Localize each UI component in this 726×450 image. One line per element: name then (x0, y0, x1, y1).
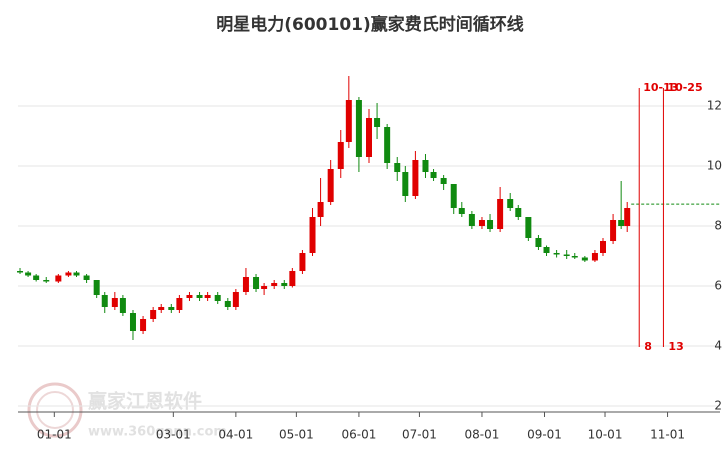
candle-body (618, 220, 625, 226)
watermark: 赢家江恩软件 www.360gann.com (27, 382, 227, 440)
candle-body (93, 280, 100, 295)
candle-body (261, 286, 268, 289)
candle-body (327, 169, 334, 202)
x-tick-label: 06-01 (341, 428, 376, 442)
candle-body (487, 220, 494, 229)
candle-body (610, 220, 617, 241)
candle-body (553, 253, 560, 255)
candle-body (309, 217, 316, 253)
candle-body (422, 160, 429, 172)
candle-body (535, 238, 542, 247)
cycle-count-label: 8 (644, 340, 652, 353)
candle-body (591, 253, 598, 261)
candle-body (402, 172, 409, 196)
candle-body (196, 295, 203, 298)
candle-body (440, 178, 447, 184)
y-tick-label: 2 (714, 399, 722, 413)
candle-body (176, 298, 183, 310)
candle-body (366, 118, 372, 157)
candle-body (55, 275, 62, 282)
x-tick-label: 08-01 (465, 428, 500, 442)
watermark-logo-inner (36, 391, 74, 429)
candle-body (204, 295, 211, 298)
candle-body (83, 275, 90, 280)
plot (17, 76, 720, 407)
candle-body (374, 118, 381, 127)
y-tick-label: 10 (707, 159, 722, 173)
candle-body (232, 292, 239, 307)
candle-body (515, 208, 522, 217)
candle-body (624, 208, 631, 226)
candle-body (394, 163, 401, 172)
candle-body (563, 254, 570, 256)
candle-body (158, 307, 165, 310)
y-tick-label: 4 (714, 339, 722, 353)
x-tick-label: 07-01 (402, 428, 437, 442)
candle-body (168, 307, 175, 310)
candle-body (468, 214, 475, 226)
candle-body (543, 247, 550, 253)
candle-body (289, 271, 296, 286)
watermark-logo (27, 382, 83, 438)
candle-body (271, 283, 278, 286)
y-tick-label: 8 (714, 219, 722, 233)
candle-body (33, 275, 40, 280)
x-tick-label: 03-01 (156, 428, 191, 442)
candle-body (129, 313, 136, 331)
candle-body (65, 272, 72, 276)
x-tick-label: 04-01 (218, 428, 253, 442)
candle-body (497, 199, 504, 229)
x-tick-label: 10-01 (588, 428, 623, 442)
candle-body (581, 257, 588, 261)
y-tick-label: 6 (714, 279, 722, 293)
candle-body (111, 298, 118, 307)
candle-body (355, 100, 362, 157)
watermark-brand: 赢家江恩软件 (88, 390, 202, 413)
candle-body (337, 142, 344, 169)
candle-body (73, 272, 80, 276)
candle-body (281, 283, 288, 286)
candle-body (525, 217, 532, 238)
candle-body (507, 199, 514, 208)
x-tick-label: 11-01 (650, 428, 685, 442)
candle-body (458, 208, 465, 214)
candle-body (317, 202, 324, 217)
candle-body (119, 298, 126, 313)
candle-body (186, 295, 193, 298)
candle-body (17, 271, 24, 273)
y-tick-label: 12 (707, 99, 722, 113)
candle-body (571, 256, 578, 258)
candle-body (214, 295, 221, 301)
candle-body (384, 127, 391, 163)
candle-body (150, 310, 157, 319)
x-tick-label: 09-01 (527, 428, 562, 442)
candle-body (345, 100, 352, 142)
candle-body (224, 301, 231, 307)
x-tick-label: 01-01 (37, 428, 72, 442)
candle-body (43, 280, 50, 282)
candle-body (242, 277, 249, 292)
candle-body (101, 295, 108, 307)
candle-body (478, 220, 485, 226)
candle-body (299, 253, 306, 271)
candle-body (430, 172, 437, 178)
x-tick-label: 05-01 (279, 428, 314, 442)
candle-body (140, 319, 147, 331)
chart-title: 明星电力(600101)赢家费氏时间循环线 (216, 14, 524, 35)
candle-body (450, 184, 457, 208)
candle-body (25, 272, 32, 276)
candle-body (600, 241, 606, 253)
watermark-url: www.360gann.com (88, 425, 227, 440)
cycle-count-label: 13 (668, 340, 683, 353)
cycle-date-label: 10-25 (667, 81, 702, 94)
cycle-date-label: 10-13 (643, 81, 678, 94)
candle-body (412, 160, 419, 196)
candle-body (253, 277, 260, 289)
